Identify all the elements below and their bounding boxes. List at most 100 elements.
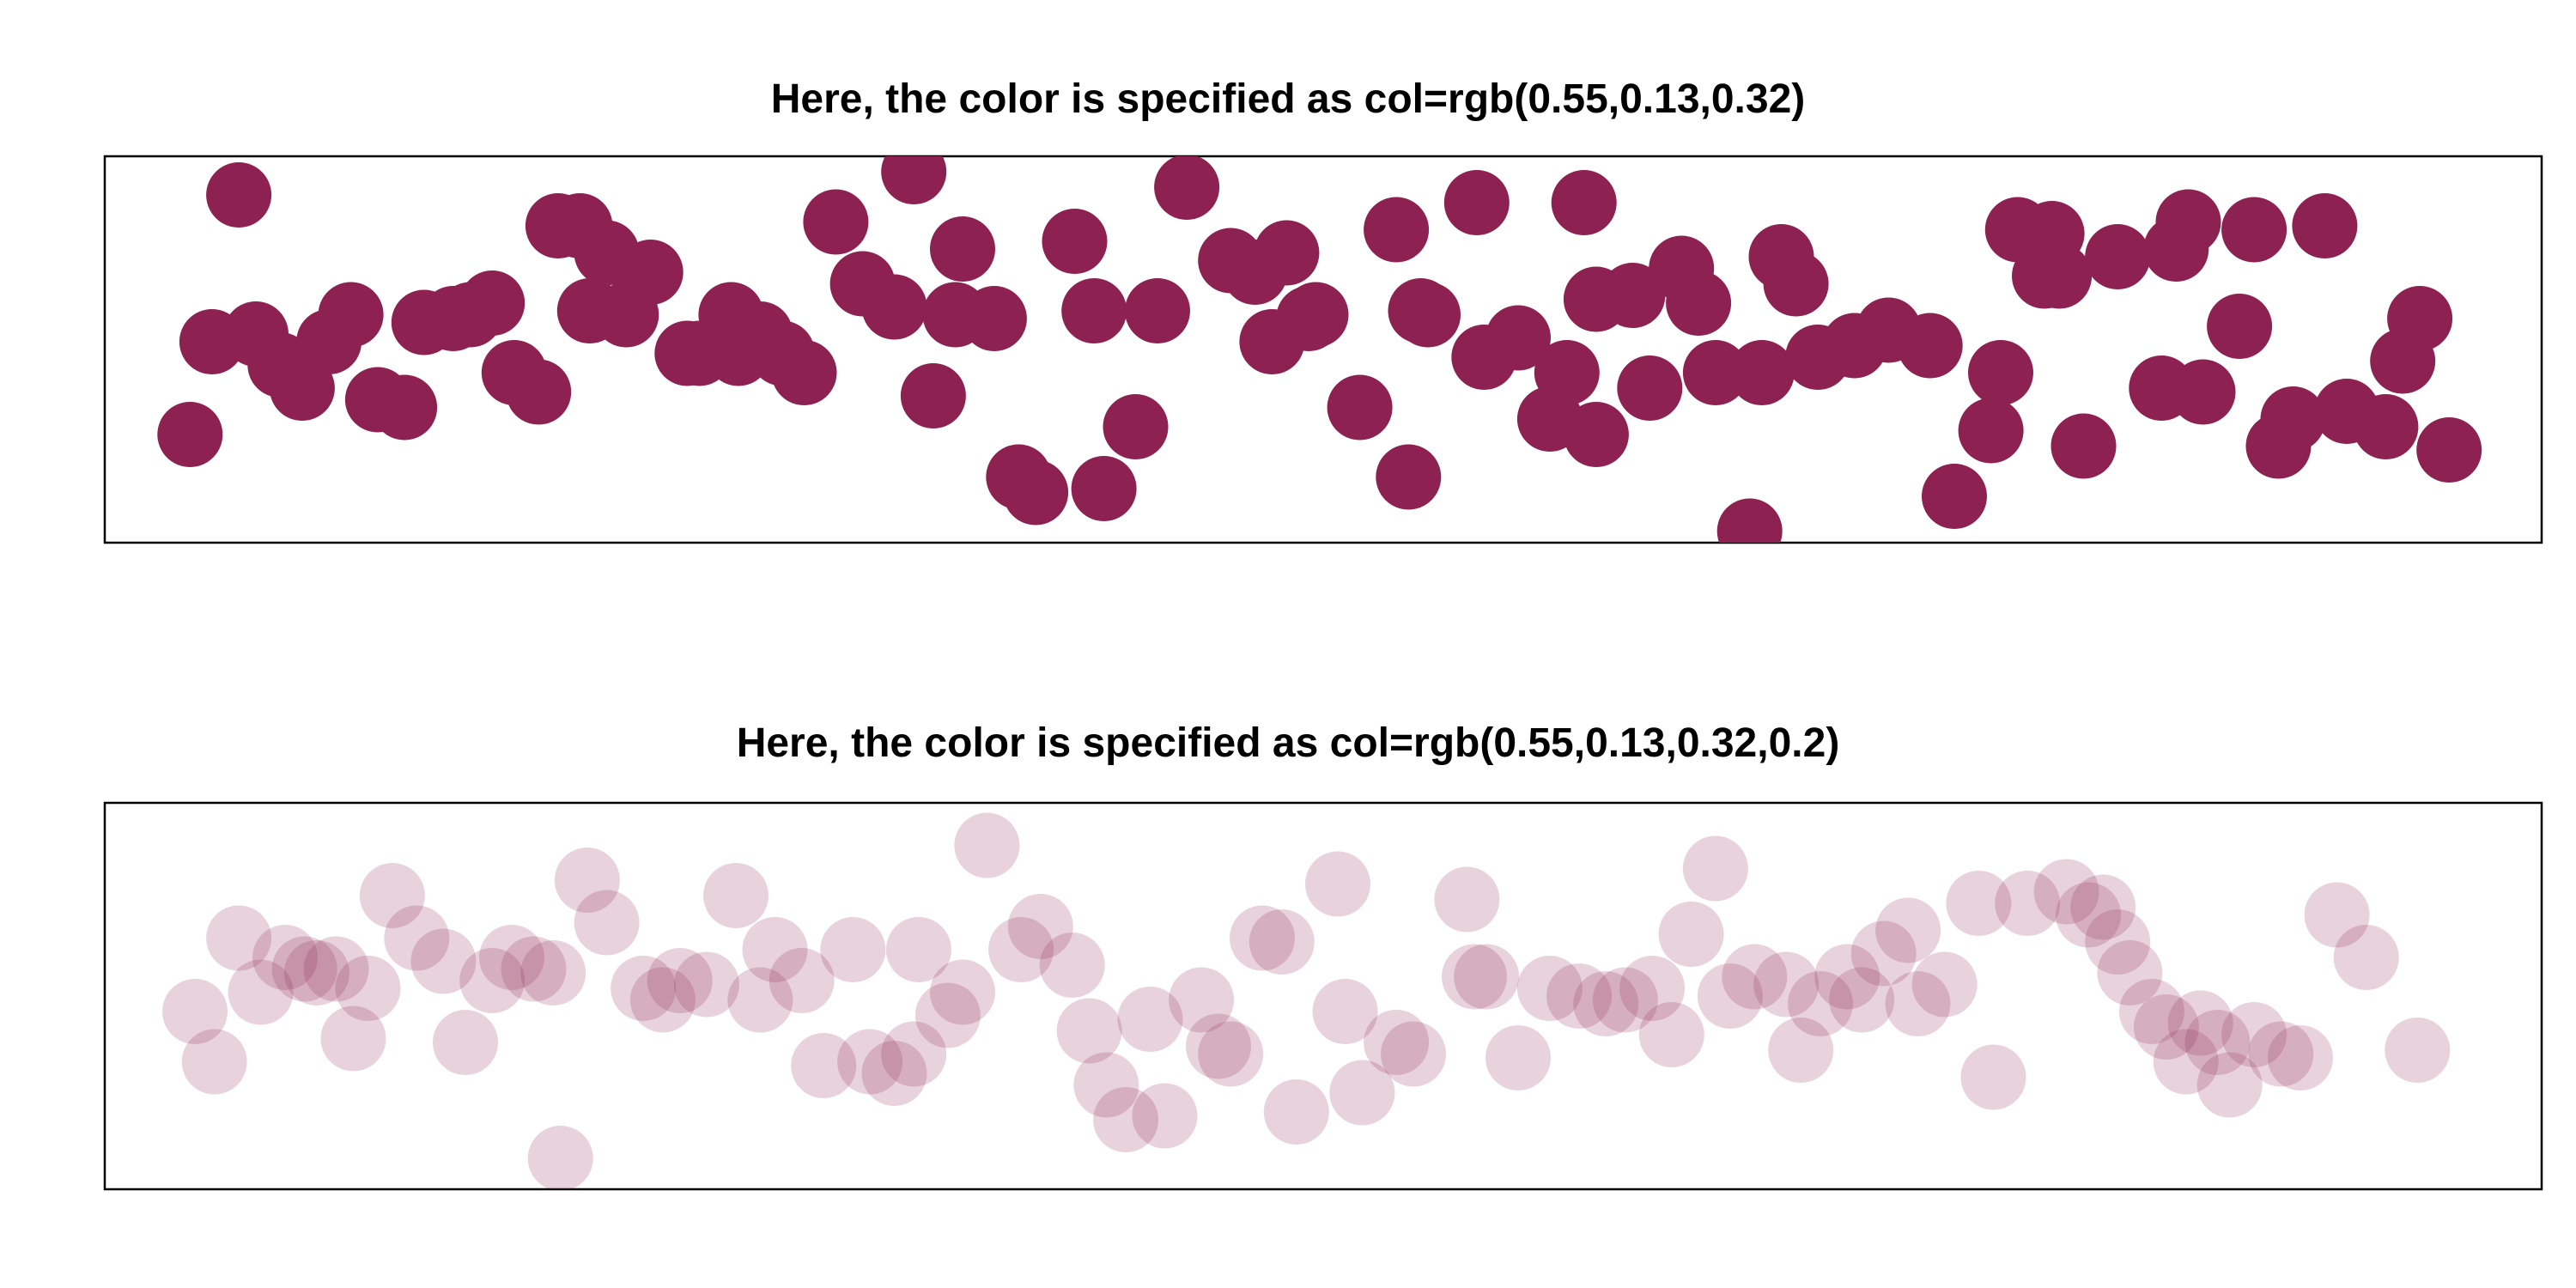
- scatter-point: [2248, 1021, 2314, 1087]
- scatter-point: [1154, 156, 1220, 220]
- scatter-point: [2207, 294, 2273, 359]
- scatter-point: [1186, 1013, 1251, 1079]
- scatter-point: [478, 925, 544, 990]
- scatter-point: [1381, 1021, 1446, 1087]
- scatter-point: [1573, 971, 1639, 1036]
- scatter-point: [2033, 859, 2099, 925]
- scatter-point: [1968, 340, 2033, 405]
- scatter-point: [820, 917, 886, 982]
- scatter-point: [2184, 1010, 2251, 1075]
- scatter-point: [1485, 305, 1551, 371]
- scatter-point: [1442, 944, 1507, 1010]
- scatter-point: [303, 936, 369, 1002]
- scatter-point: [1007, 894, 1073, 959]
- scatter-point: [1305, 851, 1370, 917]
- scatter-point: [2170, 359, 2236, 425]
- scatter-point: [162, 979, 228, 1044]
- scatter-point: [157, 402, 223, 467]
- scatter-point: [410, 928, 477, 994]
- scatter-point: [1617, 355, 1683, 421]
- scatter-point: [1658, 902, 1724, 967]
- scatter-point: [1995, 871, 2061, 936]
- scatter-point: [2353, 394, 2419, 459]
- scatter-point: [228, 959, 294, 1025]
- scatter-point: [2118, 979, 2184, 1044]
- scatter-point: [1960, 1044, 2026, 1110]
- scatter-point: [1364, 197, 1430, 263]
- plot-frame: [103, 155, 2543, 544]
- scatter-points: [162, 812, 2451, 1189]
- scatter-point: [1516, 956, 1583, 1021]
- scatter-point: [2155, 189, 2221, 255]
- scatter-point: [771, 340, 837, 405]
- scatter-point: [2133, 994, 2199, 1060]
- scatter-point: [1485, 1025, 1551, 1091]
- scatter-point: [1788, 971, 1853, 1036]
- scatter-point: [1534, 340, 1600, 405]
- scatter-point: [1249, 909, 1315, 975]
- scatter-point: [1132, 1083, 1198, 1149]
- scatter-point: [501, 936, 567, 1002]
- scatter-point: [206, 905, 272, 971]
- chart-title: Here, the color is specified as col=rgb(…: [770, 76, 1806, 122]
- scatter-point: [1922, 464, 1987, 529]
- scatter-point: [954, 812, 1020, 878]
- scatter-point: [988, 917, 1054, 982]
- scatter-point: [506, 359, 572, 425]
- scatter-point: [2385, 1018, 2451, 1083]
- scatter-point: [769, 948, 835, 1013]
- scatter-point: [885, 917, 951, 982]
- scatter-point: [1312, 979, 1378, 1044]
- scatter-point: [617, 240, 683, 305]
- scatter-point: [2221, 1002, 2287, 1067]
- scatter-point: [574, 890, 640, 956]
- scatter-point: [2026, 243, 2093, 309]
- scatter-point: [527, 1126, 593, 1189]
- scatter-point: [2167, 990, 2233, 1056]
- scatter-point: [1263, 1079, 1329, 1145]
- scatter-point: [433, 1010, 498, 1075]
- scatter-point: [2070, 874, 2136, 940]
- scatter-point: [1443, 170, 1510, 235]
- scatter-point: [2221, 197, 2287, 263]
- scatter-point: [1638, 1002, 1704, 1067]
- scatter-point: [1697, 963, 1763, 1029]
- scatter-point: [837, 1029, 903, 1095]
- scatter-point: [1814, 944, 1880, 1010]
- scatter-point: [629, 967, 696, 1033]
- scatter-point: [1039, 933, 1105, 998]
- chart-title: Here, the color is specified as col=rgb(…: [736, 720, 1840, 766]
- scatter-point: [1897, 313, 1963, 379]
- scatter-point: [2333, 925, 2399, 990]
- scatter-point: [359, 863, 425, 928]
- scatter-point: [1728, 340, 1795, 405]
- scatter-point: [1329, 1060, 1395, 1126]
- scatter-point: [2387, 286, 2453, 351]
- scatter-point: [1546, 963, 1612, 1029]
- scatter-point: [1198, 1021, 1264, 1087]
- scatter-point: [2268, 1025, 2333, 1091]
- scatter-point: [1763, 251, 1829, 317]
- scatter-point: [2153, 1029, 2219, 1095]
- scatter-point: [2196, 1052, 2263, 1118]
- scatter-point: [1875, 897, 1941, 963]
- scatter-point: [2056, 882, 2122, 948]
- scatter-plot-2: [103, 801, 2543, 1191]
- scatter-point: [1946, 871, 2012, 936]
- scatter-point: [554, 848, 620, 913]
- scatter-point: [1958, 398, 2024, 464]
- scatter-point: [459, 948, 526, 1013]
- scatter-point: [900, 363, 966, 428]
- scatter-point: [1283, 282, 1349, 348]
- scatter-point: [2260, 386, 2326, 452]
- scatter-point: [2085, 224, 2151, 289]
- scatter-point: [320, 1005, 386, 1072]
- scatter-point: [930, 216, 995, 282]
- scatter-point: [674, 951, 739, 1018]
- scatter-point: [1117, 987, 1183, 1052]
- scatter-point: [2416, 417, 2482, 483]
- scatter-point: [1551, 170, 1617, 235]
- scatter-point: [611, 956, 677, 1021]
- scatter-point: [961, 286, 1027, 351]
- scatter-point: [791, 1033, 857, 1098]
